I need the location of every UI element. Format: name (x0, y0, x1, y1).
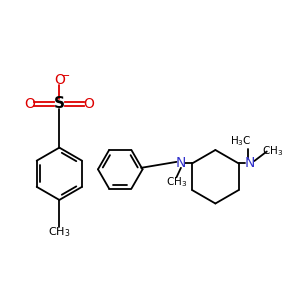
Text: CH$_3$: CH$_3$ (262, 145, 283, 158)
Text: N: N (176, 156, 186, 170)
Text: CH$_3$: CH$_3$ (166, 175, 187, 189)
Text: CH$_3$: CH$_3$ (48, 225, 70, 238)
Text: N: N (245, 156, 255, 170)
Text: H$_3$C: H$_3$C (230, 134, 252, 148)
Text: O: O (84, 97, 94, 111)
Text: O: O (24, 97, 35, 111)
Text: −: − (61, 71, 70, 81)
Text: O: O (54, 73, 65, 87)
Text: S: S (54, 96, 65, 111)
